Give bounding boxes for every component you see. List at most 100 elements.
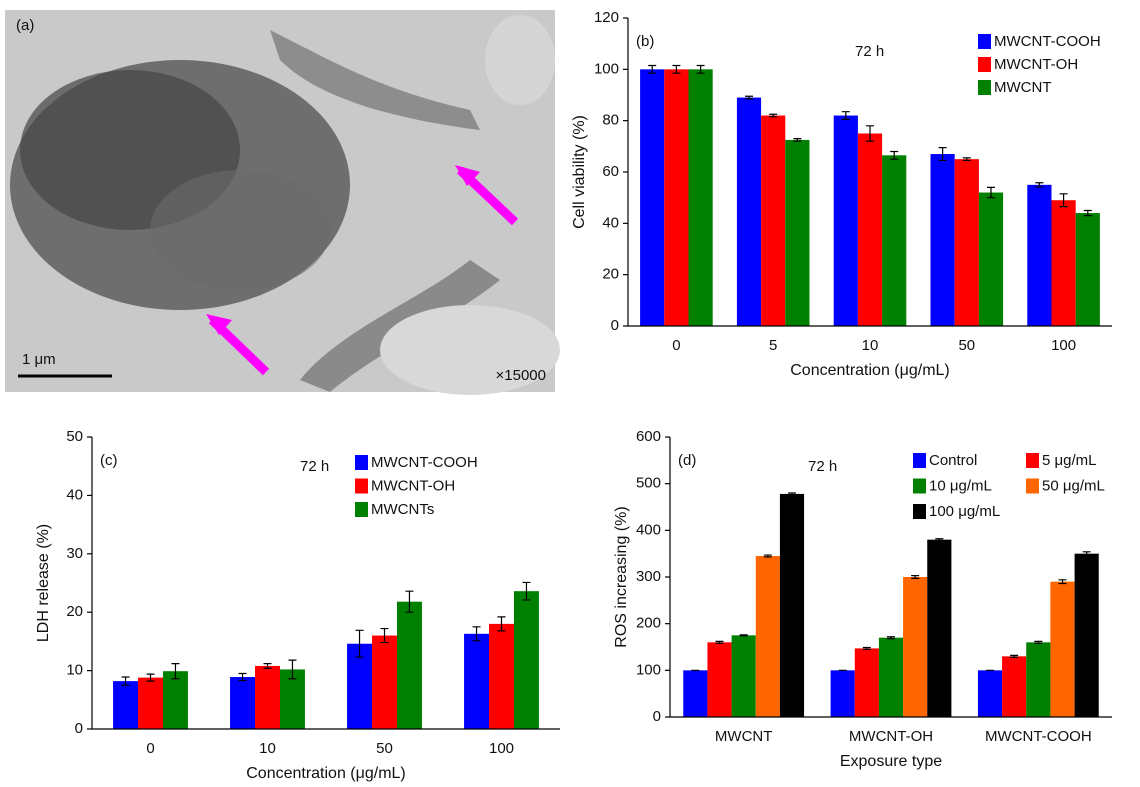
legend-swatch (355, 502, 368, 517)
bar (927, 540, 951, 717)
x-axis-label: Exposure type (840, 753, 942, 770)
x-tick-label: 0 (146, 740, 154, 757)
legend-swatch (913, 504, 926, 519)
y-tick-label: 300 (636, 568, 661, 585)
bar (640, 69, 664, 326)
y-tick-label: 400 (636, 521, 661, 538)
annotation: 72 h (855, 43, 884, 60)
panel-label: (a) (16, 17, 34, 34)
bar (138, 678, 163, 729)
legend-label: 5 μg/mL (1042, 452, 1097, 469)
error-bar (793, 139, 801, 142)
panel-label: (d) (678, 452, 696, 469)
bar (1075, 554, 1099, 717)
y-tick-label: 50 (66, 428, 83, 445)
x-tick-label: 10 (862, 337, 879, 354)
y-axis-label: Cell viability (%) (571, 115, 588, 229)
legend-label: Control (929, 452, 977, 469)
bar (737, 98, 761, 326)
y-tick-label: 30 (66, 545, 83, 562)
legend-swatch (1026, 453, 1039, 468)
bar (979, 193, 1003, 326)
legend-swatch (978, 80, 991, 95)
bar (689, 69, 713, 326)
legend-label: 100 μg/mL (929, 503, 1000, 520)
y-tick-label: 100 (594, 60, 619, 77)
x-axis-label: Concentration (μg/mL) (790, 362, 950, 379)
bar (163, 671, 188, 729)
legend-label: MWCNT (994, 79, 1051, 96)
x-tick-label: 50 (376, 740, 393, 757)
panel-label: (c) (100, 452, 118, 469)
x-tick-label: 50 (958, 337, 975, 354)
figure-canvas: (a) 1 μm ×15000 020406080100120051050100… (0, 0, 1140, 787)
bar (855, 648, 879, 717)
legend-swatch (355, 479, 368, 494)
legend-swatch (978, 57, 991, 72)
bar (780, 494, 804, 717)
y-axis-label: ROS increasing (%) (613, 506, 630, 647)
bar (761, 116, 785, 326)
y-tick-label: 600 (636, 428, 661, 445)
x-tick-label: 0 (672, 337, 680, 354)
error-bar (887, 637, 895, 639)
bar (683, 670, 707, 717)
x-tick-label: 100 (489, 740, 514, 757)
x-tick-label: MWCNT-OH (849, 728, 933, 745)
annotation: 72 h (300, 458, 329, 475)
legend-label: 10 μg/mL (929, 477, 992, 494)
bar (707, 642, 731, 717)
x-axis-label: Concentration (μg/mL) (246, 765, 406, 782)
legend-label: MWCNT-OH (994, 56, 1078, 73)
magnification: ×15000 (496, 367, 546, 384)
bar (489, 624, 514, 729)
bar (882, 155, 906, 326)
y-tick-label: 60 (602, 163, 619, 180)
bar (903, 577, 927, 717)
legend-label: 50 μg/mL (1042, 477, 1105, 494)
error-bar (740, 635, 748, 636)
bar (1052, 200, 1076, 326)
bar (978, 670, 1002, 717)
y-tick-label: 200 (636, 615, 661, 632)
error-bar (935, 539, 943, 541)
bar (955, 159, 979, 326)
x-tick-label: MWCNT-COOH (985, 728, 1092, 745)
x-tick-label: 100 (1051, 337, 1076, 354)
bar (372, 636, 397, 729)
legend-swatch (355, 455, 368, 470)
x-tick-label: 10 (259, 740, 276, 757)
error-bar (1083, 552, 1091, 556)
bar (879, 638, 903, 717)
bar (785, 140, 809, 326)
x-tick-label: MWCNT (715, 728, 772, 745)
y-tick-label: 20 (66, 603, 83, 620)
bar (230, 677, 255, 729)
y-tick-label: 100 (636, 661, 661, 678)
bar (831, 670, 855, 717)
bar (514, 591, 539, 729)
x-tick-label: 5 (769, 337, 777, 354)
bar (1026, 642, 1050, 717)
bar (113, 681, 138, 729)
y-axis-label: LDH release (%) (35, 524, 52, 642)
bar (1050, 582, 1074, 717)
figure: (a) 1 μm ×15000 020406080100120051050100… (0, 0, 1140, 787)
micrograph: (a) 1 μm ×15000 (5, 10, 560, 395)
legend-swatch (1026, 479, 1039, 494)
scale-bar-label: 1 μm (22, 351, 56, 368)
panel-label: (b) (636, 33, 654, 50)
y-tick-label: 0 (611, 317, 619, 334)
y-tick-label: 20 (602, 266, 619, 283)
legend-label: MWCNT-COOH (371, 454, 478, 471)
bar (664, 69, 688, 326)
bar (1027, 185, 1051, 326)
y-tick-label: 120 (594, 9, 619, 26)
error-bar (963, 158, 971, 161)
y-tick-label: 10 (66, 662, 83, 679)
y-tick-label: 40 (602, 214, 619, 231)
y-tick-label: 500 (636, 475, 661, 492)
bar (1002, 656, 1026, 717)
bar (834, 116, 858, 326)
bar (397, 602, 422, 729)
